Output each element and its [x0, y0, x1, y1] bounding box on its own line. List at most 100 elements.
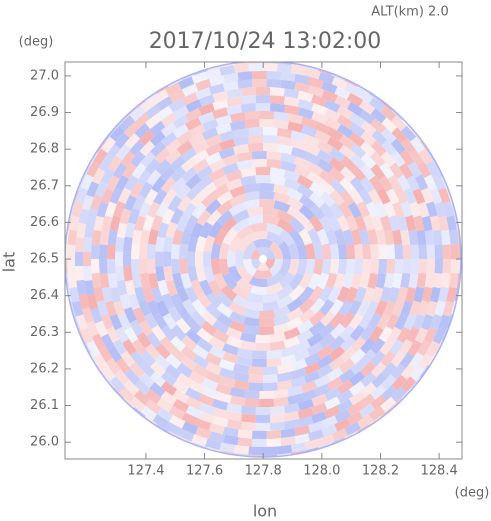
radar-cell — [294, 164, 311, 179]
radar-cell — [165, 221, 178, 238]
radar-cell — [434, 201, 446, 218]
radar-cell — [367, 273, 378, 289]
radar-cell — [276, 209, 294, 224]
radar-cell — [226, 169, 243, 183]
radar-cell — [213, 272, 228, 290]
radar-cell — [328, 335, 345, 351]
radar-cell — [360, 164, 376, 181]
radar-cell — [86, 208, 98, 225]
radar-cell — [255, 95, 271, 104]
radar-cell — [255, 334, 271, 343]
radar-cell — [362, 287, 375, 304]
radar-cell — [244, 389, 260, 399]
radar-cell — [185, 99, 202, 113]
radar-cell — [83, 266, 93, 281]
radar-cell — [266, 231, 285, 247]
radar-cell — [434, 300, 446, 317]
radar-cell — [278, 259, 291, 277]
radar-cell — [273, 322, 290, 335]
radar-cell — [222, 272, 238, 291]
radar-cell — [198, 111, 215, 125]
radar-cell — [265, 259, 275, 270]
radar-cell — [390, 350, 406, 368]
x-tick-label: 127.6 — [186, 464, 223, 479]
radar-cell — [334, 95, 351, 109]
radar-cell — [316, 272, 330, 290]
radar-cell — [149, 382, 166, 398]
radar-cell — [191, 434, 208, 447]
radar-cell — [222, 162, 239, 175]
radar-cell — [151, 287, 164, 304]
radar-cell — [212, 90, 229, 103]
radar-cell — [155, 300, 170, 317]
radar-cell — [112, 339, 128, 356]
radar-cell — [359, 176, 375, 193]
radar-cell — [233, 371, 249, 383]
radar-cell — [269, 340, 286, 351]
radar-cell — [139, 273, 151, 289]
radar-cell — [286, 297, 304, 313]
radar-cell — [226, 402, 242, 414]
radar-cell — [152, 89, 169, 104]
radar-cell — [244, 119, 260, 129]
radar-cell — [251, 259, 261, 270]
radar-cell — [244, 324, 260, 335]
radar-cell — [442, 259, 451, 274]
radar-cell — [66, 259, 76, 274]
radar-cell — [67, 229, 78, 245]
radar-cell — [357, 414, 374, 429]
radar-cell — [368, 188, 382, 206]
radar-cell — [266, 271, 285, 287]
y-tick-label: 27.0 — [30, 68, 59, 83]
radar-cell — [434, 259, 443, 274]
radar-cell — [306, 341, 324, 357]
radar-cell — [181, 167, 198, 183]
radar-cell — [357, 89, 374, 104]
radar-cell — [387, 174, 402, 192]
radar-cell — [360, 349, 377, 365]
radar-cell — [219, 138, 236, 151]
radar-cell — [192, 140, 210, 154]
radar-cell — [215, 383, 232, 395]
radar-cell — [147, 201, 161, 218]
radar-cell — [208, 83, 225, 95]
radar-cell — [255, 342, 271, 352]
radar-cell — [276, 284, 295, 300]
radar-cell — [226, 96, 243, 107]
radar-cell — [266, 223, 284, 236]
radar-cell — [360, 120, 377, 136]
radar-cell — [257, 262, 269, 272]
radar-cell — [266, 282, 284, 295]
radar-cell — [269, 259, 283, 277]
radar-cell — [113, 300, 126, 317]
radar-cell — [98, 155, 113, 172]
radar-cell — [286, 187, 304, 202]
radar-cell — [251, 358, 267, 367]
radar-cell — [392, 300, 405, 317]
radar-cell — [107, 244, 116, 259]
radar-cell — [329, 243, 339, 259]
radar-cell — [270, 95, 285, 105]
radar-cell — [286, 307, 304, 322]
radar-cell — [328, 167, 345, 183]
radar-cell — [161, 293, 175, 310]
radar-cell — [176, 362, 193, 378]
radar-cell — [288, 227, 304, 246]
radar-cell — [424, 229, 435, 246]
radar-cell — [226, 104, 242, 116]
radar-cell — [348, 313, 364, 330]
radar-cell — [304, 361, 321, 375]
radar-cell — [123, 306, 137, 324]
radar-cell — [349, 153, 366, 170]
radar-cell — [287, 259, 300, 276]
radar-cell — [241, 87, 256, 97]
radar-cell — [124, 222, 136, 238]
x-axis-label: lon — [253, 502, 277, 521]
radar-cell — [319, 310, 336, 327]
radar-cell — [218, 259, 230, 276]
radar-cell — [91, 229, 102, 246]
radar-cell — [163, 266, 174, 282]
radar-cell — [219, 442, 235, 453]
radar-cell — [288, 216, 306, 234]
radar-cell — [247, 366, 263, 375]
